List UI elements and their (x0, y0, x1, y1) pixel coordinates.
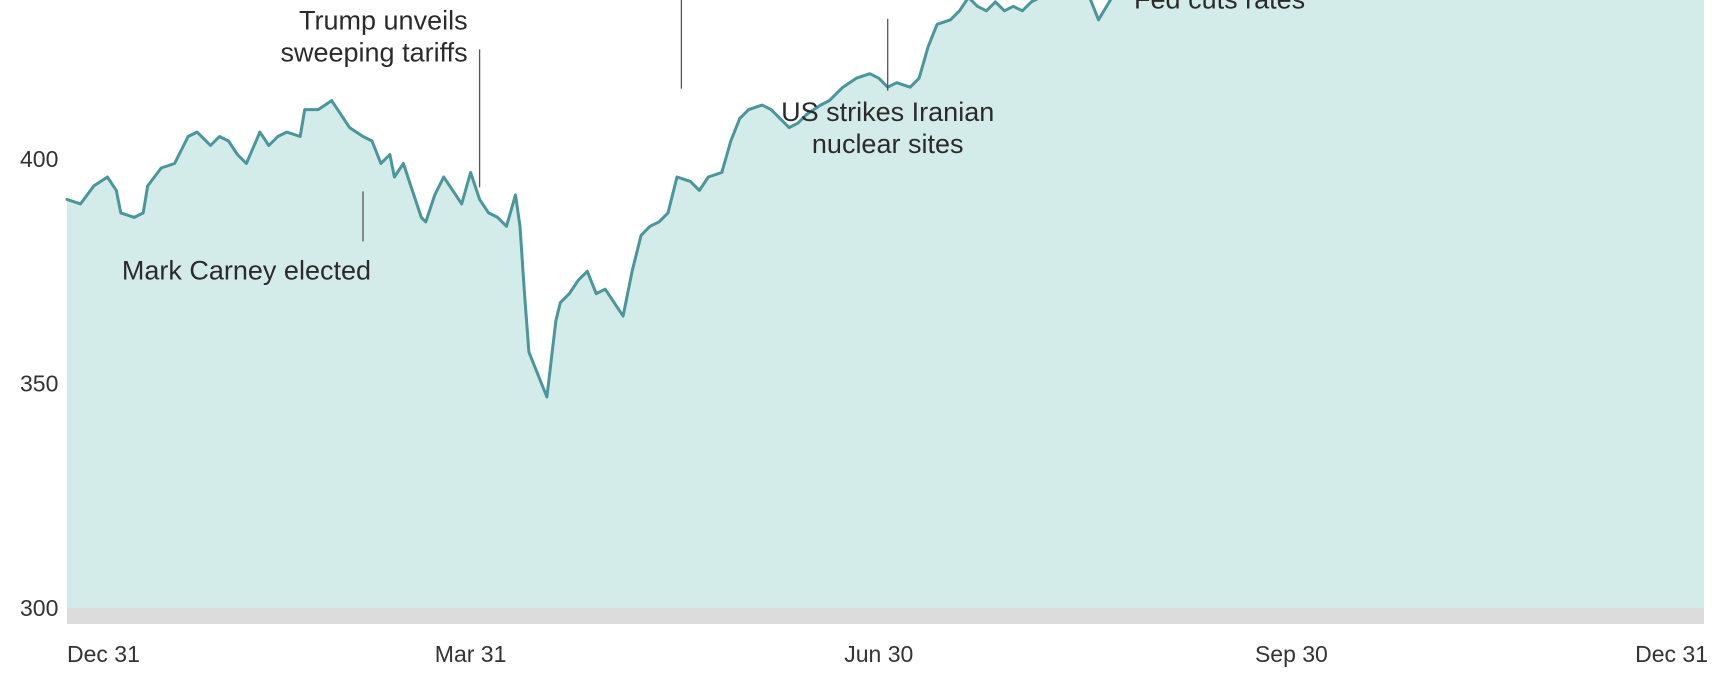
annotation: US loses last triple-Acredit rating (680, 0, 683, 89)
y-tick-label: 400 (20, 146, 58, 172)
annotation-label-line: nuclear sites (812, 129, 964, 159)
annotation-label-line: sweeping tariffs (280, 37, 467, 67)
annotation: Mark Carney elected (122, 191, 371, 285)
plot-fill-layer (67, 0, 1704, 608)
annotation: Fed cuts rates (1134, 0, 1305, 15)
x-axis: Dec 31 Mar 31 Jun 30 Sep 30 Dec 31 (67, 641, 1708, 667)
series-line (65, 0, 1113, 399)
line-layer (65, 0, 1113, 399)
annotation-label: US strikes Iranian nuclear sites (781, 97, 994, 159)
annotation-label-line: Mark Carney elected (122, 255, 371, 285)
annotation-label: Mark Carney elected (122, 255, 371, 285)
baseline-band-layer (67, 608, 1704, 624)
annotation-label: Fed cuts rates (1134, 0, 1305, 15)
x-tick-label: Mar 31 (435, 641, 507, 667)
annotation-label-line: US strikes Iranian (781, 97, 994, 127)
annotation: US strikes Iranian nuclear sites (781, 18, 994, 159)
annotation-label: Trump unveils sweeping tariffs (280, 5, 467, 67)
x-tick-label: Jun 30 (844, 641, 913, 667)
annotations: Mark Carney elected Trump unveils sweeping… (122, 0, 1305, 285)
x-tick-label: Sep 30 (1255, 641, 1328, 667)
x-tick-label: Dec 31 (67, 641, 140, 667)
annotation: Trump unveils sweeping tariffs (280, 5, 481, 188)
series-area-fill (67, 0, 1704, 608)
y-axis: 300350400450500 (20, 146, 58, 621)
annotation-label-line: Fed cuts rates (1134, 0, 1305, 15)
baseline-band (67, 608, 1704, 624)
y-tick-label: 300 (20, 595, 58, 621)
y-tick-label: 350 (20, 371, 58, 397)
annotation-label-line: Trump unveils (299, 5, 468, 35)
x-tick-label: Dec 31 (1635, 641, 1708, 667)
